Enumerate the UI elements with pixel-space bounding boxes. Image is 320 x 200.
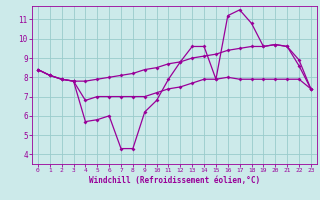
X-axis label: Windchill (Refroidissement éolien,°C): Windchill (Refroidissement éolien,°C) xyxy=(89,176,260,185)
